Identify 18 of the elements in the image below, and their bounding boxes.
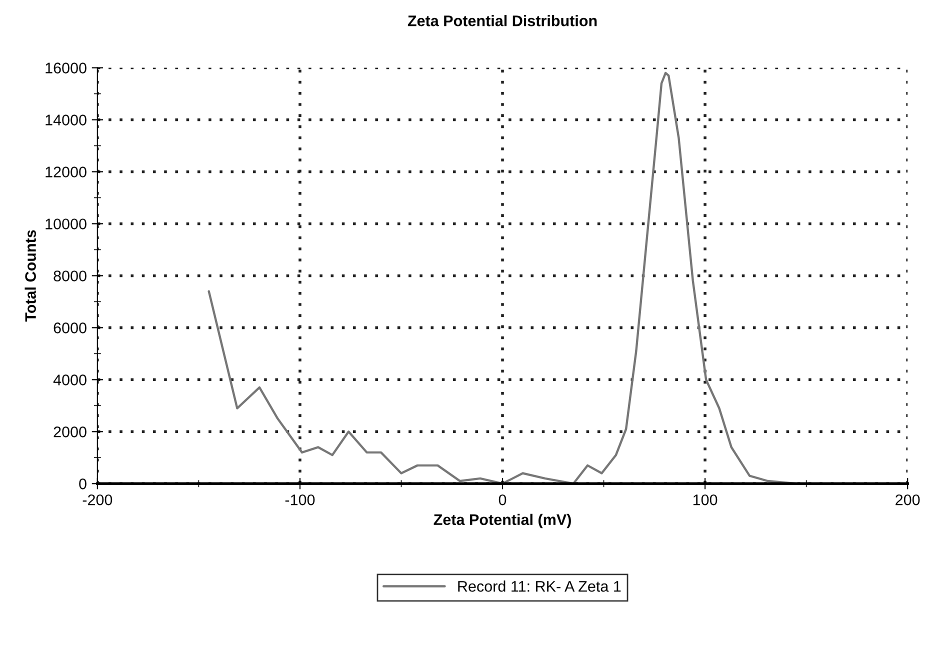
- x-tick-label: 0: [498, 494, 506, 506]
- legend-label: Record 11: RK- A Zeta 1: [458, 580, 621, 592]
- y-tick-label: 8000: [54, 270, 86, 282]
- y-axis-title: Total Counts: [24, 230, 36, 322]
- chart-title: Zeta Potential Distribution: [408, 15, 597, 26]
- x-tick-label: 200: [896, 494, 920, 506]
- y-tick-label: 6000: [54, 322, 86, 334]
- x-tick-label: 100: [693, 494, 718, 506]
- y-tick-label: 4000: [53, 374, 86, 386]
- y-tick-label: 10000: [46, 218, 86, 230]
- x-axis-title: Zeta Potential (mV): [434, 514, 571, 528]
- y-tick-label: 0: [79, 478, 86, 490]
- x-tick-label: -200: [82, 494, 112, 506]
- y-tick-label: 12000: [46, 166, 86, 178]
- y-tick-label: 16000: [46, 62, 86, 74]
- y-tick-label: 14000: [46, 114, 86, 126]
- x-tick-label: -100: [285, 494, 315, 506]
- y-tick-label: 2000: [54, 426, 86, 438]
